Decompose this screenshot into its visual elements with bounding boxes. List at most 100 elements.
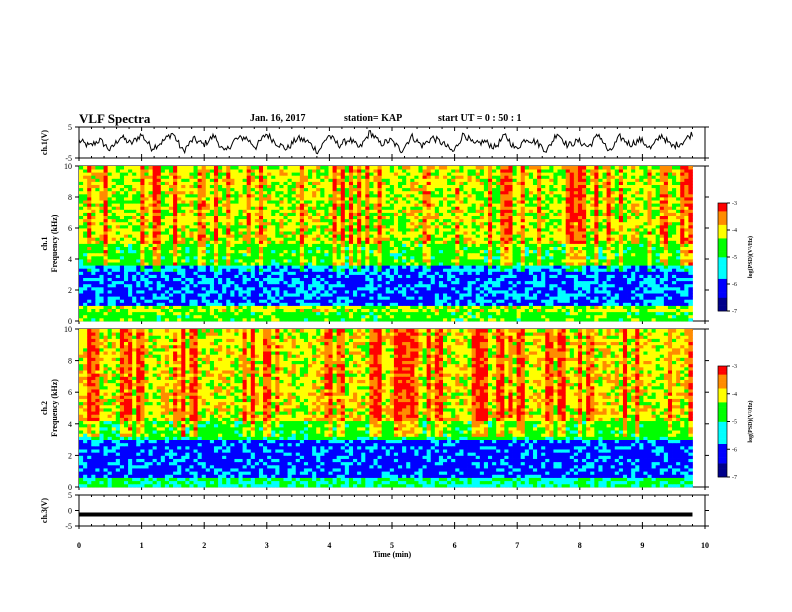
- spectrogram-cell: [303, 290, 309, 294]
- spectrogram-cell: [250, 243, 256, 247]
- spectrogram-cell: [520, 280, 526, 285]
- spectrogram-cell: [111, 252, 117, 257]
- spectrogram-cell: [663, 293, 669, 297]
- spectrogram-cell: [553, 317, 558, 322]
- spectrogram-cell: [369, 308, 374, 313]
- spectrogram-cell: [373, 234, 378, 238]
- spectrogram-cell: [283, 299, 288, 303]
- spectrogram-cell: [115, 296, 121, 300]
- spectrogram-cell: [328, 308, 333, 313]
- spectrogram-cell: [410, 302, 415, 306]
- spectrogram-cell: [332, 259, 338, 263]
- spectrogram-cell: [99, 271, 104, 275]
- spectrogram-cell: [275, 262, 280, 266]
- spectrogram-cell: [275, 308, 280, 313]
- spectrogram-cell: [213, 302, 219, 306]
- spectrogram-cell: [373, 243, 378, 247]
- spectrogram-cell: [226, 262, 231, 266]
- spectrogram-cell: [406, 299, 411, 303]
- spectrogram-cell: [238, 274, 243, 278]
- spectrogram-cell: [250, 311, 256, 316]
- spectrogram-cell: [107, 246, 113, 251]
- spectrogram-cell: [438, 262, 444, 266]
- spectrogram-cell: [156, 246, 162, 251]
- spectrogram-cell: [471, 249, 477, 254]
- spectrogram-cell: [549, 259, 554, 263]
- spectrogram-cell: [267, 262, 272, 266]
- spectrogram-cell: [254, 237, 260, 241]
- spectrogram-cell: [561, 305, 567, 309]
- spectrogram-cell: [676, 308, 681, 313]
- spectrogram-cell: [340, 249, 346, 254]
- spectrogram-cell: [275, 228, 280, 232]
- spectrogram-cell: [254, 296, 260, 300]
- spectrogram-cell: [402, 252, 407, 257]
- spectrogram-cell: [287, 296, 293, 300]
- spectrogram-cell: [622, 299, 628, 303]
- spectrogram-cell: [79, 240, 84, 244]
- spectrogram-cell: [659, 265, 665, 269]
- spectrogram-cell: [254, 243, 260, 247]
- spectrogram-cell: [389, 299, 395, 303]
- spectrogram-cell: [83, 274, 88, 278]
- spectrogram-cell: [610, 265, 616, 269]
- spectrogram-cell: [631, 234, 636, 238]
- spectrogram-cell: [291, 317, 297, 322]
- spectrogram-cell: [267, 280, 272, 285]
- spectrogram-cell: [537, 314, 542, 319]
- spectrogram-cell: [283, 280, 288, 285]
- spectrogram-cell: [361, 274, 366, 278]
- spectrogram-cell: [557, 252, 562, 257]
- spectrogram-cell: [107, 293, 113, 297]
- spectrogram-cell: [598, 308, 603, 313]
- spectrogram-cell: [455, 302, 460, 306]
- spectrogram-cell: [389, 286, 395, 291]
- spectrogram-cell: [246, 296, 252, 300]
- spectrogram-cell: [528, 240, 534, 244]
- spectrogram-cell: [218, 246, 223, 251]
- spectrogram-cell: [234, 259, 239, 263]
- spectrogram-cell: [324, 259, 329, 263]
- spectrogram-cell: [168, 283, 174, 288]
- spectrogram-cell: [528, 311, 534, 316]
- spectrogram-cell: [189, 249, 194, 254]
- spectrogram-cell: [553, 243, 558, 247]
- spectrogram-cell: [209, 231, 215, 235]
- spectrogram-cell: [381, 277, 387, 282]
- spectrogram-cell: [357, 311, 362, 316]
- spectrogram-cell: [168, 268, 174, 272]
- spectrogram-cell: [504, 296, 509, 300]
- spectrogram-cell: [271, 231, 276, 235]
- spectrogram-cell: [246, 290, 252, 294]
- spectrogram-cell: [107, 290, 113, 294]
- spectrogram-cell: [500, 246, 505, 251]
- spectrogram-cell: [336, 290, 342, 294]
- spectrogram-cell: [643, 243, 648, 247]
- spectrogram-cell: [492, 293, 497, 297]
- spectrogram-cell: [299, 252, 305, 257]
- spectrogram-cell: [168, 249, 174, 254]
- spectrogram-cell: [471, 296, 477, 300]
- spectrogram-cell: [688, 280, 693, 285]
- spectrogram-cell: [361, 252, 366, 257]
- spectrogram-cell: [398, 268, 403, 272]
- spectrogram-cell: [426, 234, 432, 238]
- spectrogram-cell: [500, 249, 505, 254]
- spectrogram-cell: [303, 283, 309, 288]
- spectrogram-cell: [496, 246, 501, 251]
- spectrogram-cell: [107, 286, 113, 291]
- spectrogram-cell: [639, 283, 644, 288]
- panel-frame: [78, 126, 706, 159]
- spectrogram-cell: [279, 252, 284, 257]
- spectrogram-cell: [238, 299, 243, 303]
- spectrogram-cell: [684, 271, 689, 275]
- spectrogram-cell: [250, 317, 256, 322]
- spectrogram-cell: [299, 228, 305, 232]
- spectrogram-cell: [128, 290, 133, 294]
- spectrogram-cell: [242, 271, 248, 275]
- spectrogram-cell: [688, 274, 693, 278]
- spectrogram-cell: [569, 271, 575, 275]
- spectrogram-cell: [385, 237, 391, 241]
- spectrogram-cell: [659, 277, 665, 282]
- spectrogram-cell: [663, 231, 669, 235]
